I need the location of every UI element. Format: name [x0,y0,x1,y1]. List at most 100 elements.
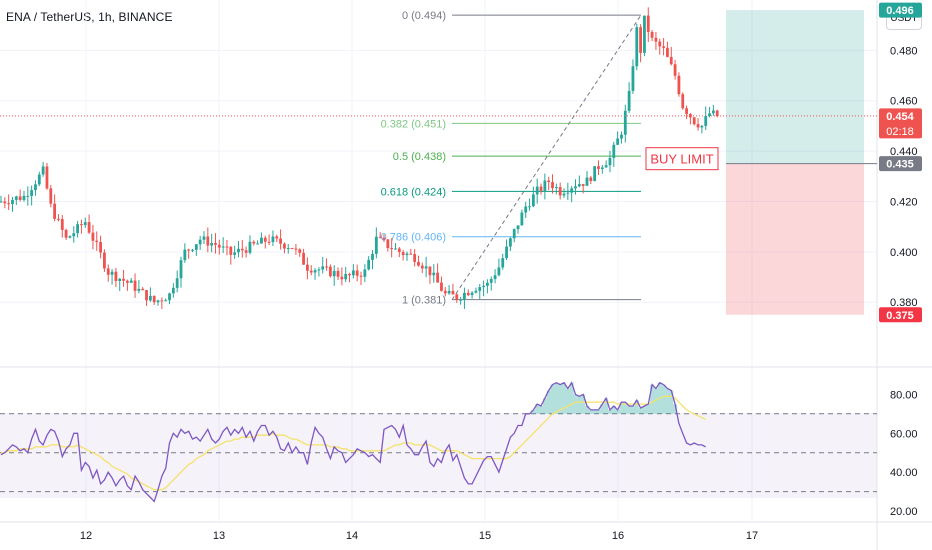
candle-body [30,190,34,196]
candle-body [551,182,554,189]
candle-body [99,242,102,253]
candle-body [114,271,118,282]
candle-body [681,94,685,109]
candle-body [244,250,248,253]
stop-loss-zone [726,163,864,315]
candle-body [524,206,528,213]
candle-body [110,271,114,275]
candle-body [248,241,252,253]
candle-body [45,166,49,189]
candle-body [489,279,493,283]
candle-body [589,177,593,182]
entry-price-label-bg [879,156,922,172]
candle-body [129,280,133,283]
candle-body [493,275,497,280]
candle-body [37,174,41,185]
candle-body [466,292,470,296]
candle-body [585,177,589,186]
candle-body [125,280,129,283]
candle-body [413,254,417,262]
candle-body [309,270,313,273]
candle-body [279,238,282,244]
candle-body [451,290,455,295]
fib-level-label: 0.382 (0.451) [381,118,446,130]
last-price-label: 0.454 [886,111,914,123]
candle-body [604,165,608,168]
candle-body [386,239,390,249]
take-profit-zone [726,10,864,164]
entry-price-label: 0.435 [886,159,914,171]
candle-body [562,193,566,196]
candle-body [708,113,711,117]
candle-body [271,236,275,243]
y-tick-label: 0.420 [890,196,918,208]
candle-body [298,249,302,253]
candle-body [351,270,355,276]
candle-body [145,290,148,301]
candle-body [256,243,260,245]
position-tool[interactable]: BUY LIMIT [0,10,877,315]
candle-body [103,252,106,269]
buy-limit-label: BUY LIMIT [650,152,713,167]
candle-body [692,117,696,125]
candle-body [597,166,600,169]
candle-body [14,196,18,200]
rsi-overbought-fill [531,382,678,414]
x-tick-label: 16 [612,530,624,542]
candle-body [409,253,413,255]
candle-body [512,229,516,239]
candle-body [566,192,570,194]
candle-body [374,236,378,254]
candle-body [616,138,620,145]
candle-body [600,167,604,169]
candle-body [547,180,551,183]
candle-body [577,184,581,187]
rsi-line [0,381,707,503]
stop-loss-price-label: 0.375 [886,310,914,322]
candle-body [237,248,240,253]
candle-body [156,300,160,303]
candle-body [49,188,53,204]
candle-body [225,246,229,248]
candle-body [478,287,482,291]
candle-body [650,31,654,38]
candle-body [233,252,237,255]
candle-body [355,270,359,276]
candle-body [206,236,210,246]
candle-body [286,248,290,250]
fibonacci-retracement[interactable]: 0 (0.494) 0.382 (0.451) 0.5 (0.438) 0.618 (… [381,10,642,307]
candle-body [646,15,650,32]
candle-body [198,239,202,245]
candle-body [673,64,677,76]
rsi-band-fill [0,413,877,498]
candle-body [531,194,535,207]
candle-body [133,280,137,291]
candle-body [405,253,409,256]
candle-body [106,268,110,275]
candle-body [455,294,459,300]
candle-body [344,273,348,280]
candle-body [417,261,420,266]
candle-body [654,37,658,42]
candle-body [148,295,152,301]
price-labels: 0.496 0.454 02:18 0.435 0.375 [879,2,922,323]
buy-limit-box [645,147,719,171]
candle-body [317,269,321,271]
candle-body [711,110,715,114]
candle-body [535,186,539,195]
candle-body [72,233,76,237]
candle-body [118,278,122,282]
rsi-indicator [0,381,877,503]
x-tick-label: 13 [213,530,225,542]
candle-body [164,300,168,302]
candle-body [26,195,30,197]
candle-body [440,282,443,291]
fib-level-label: 0.618 (0.424) [381,186,446,198]
candle-body [191,249,194,251]
rsi-y-tick-label: 40.00 [890,467,918,479]
candle-body [260,237,263,244]
candle-body [558,187,562,196]
last-price-label-countdown: 02:18 [886,126,914,138]
candle-body [60,219,64,230]
